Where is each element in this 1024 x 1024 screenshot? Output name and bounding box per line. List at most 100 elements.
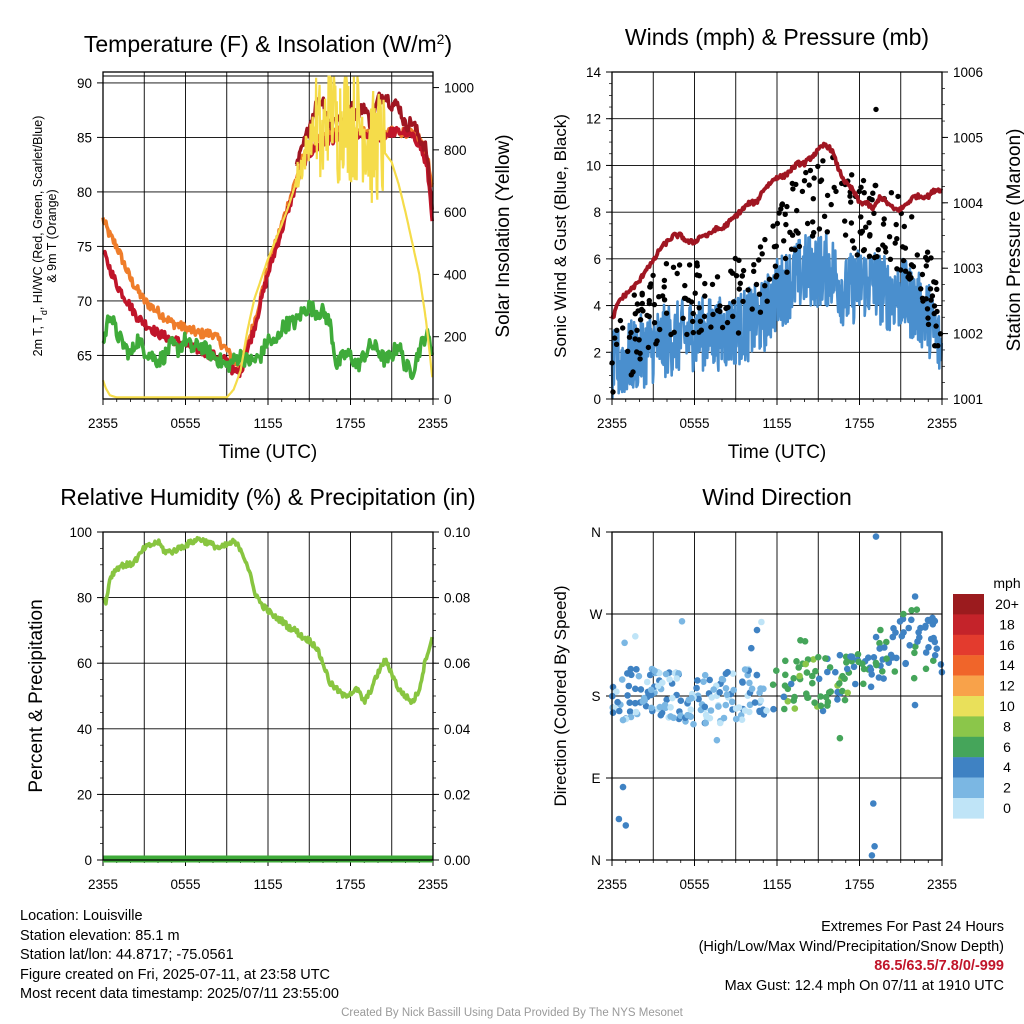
direction-point: [684, 711, 691, 719]
direction-point: [673, 675, 681, 682]
gust-point: [645, 344, 652, 351]
y-tick-label: 75: [77, 239, 92, 254]
legend-swatch: [953, 798, 984, 819]
direction-point: [836, 651, 844, 659]
gust-point: [848, 220, 855, 226]
direction-point: [618, 676, 626, 683]
direction-point: [667, 713, 674, 720]
y-tick-label: 10: [586, 158, 601, 173]
y-tick-label-right: 0.10: [444, 525, 470, 540]
y-axis-label-line1: 2m T, T: [31, 315, 45, 357]
direction-point: [815, 653, 822, 661]
gust-point: [690, 310, 696, 317]
direction-point: [870, 654, 878, 661]
direction-point: [937, 661, 945, 668]
direction-point: [796, 672, 803, 680]
x-tick-label: 1755: [844, 877, 874, 892]
direction-point: [822, 655, 829, 662]
direction-point: [718, 675, 726, 683]
direction-point: [624, 670, 631, 677]
gust-point: [804, 220, 811, 227]
direction-point: [769, 681, 777, 688]
direction-point: [847, 653, 854, 660]
direction-point: [657, 711, 665, 719]
y-tick-label: N: [591, 853, 601, 868]
gust-point: [651, 320, 658, 326]
legend-label: 20+: [995, 596, 1019, 612]
legend-swatch: [953, 757, 984, 778]
direction-point: [751, 699, 759, 706]
gust-point: [810, 219, 816, 225]
gust-point: [925, 315, 931, 321]
series-relative-humidity: [101, 535, 434, 705]
gust-point: [828, 201, 834, 208]
gust-point: [766, 276, 773, 282]
x-tick-label: 0555: [170, 877, 200, 892]
direction-point: [815, 675, 823, 683]
y-tick-label-right: 0.08: [444, 591, 470, 606]
winds-chart: 2355 0555 1155 1755 2355 0 2 4 6 8 10 12 14 1001 1002 1…: [551, 24, 1024, 463]
gust-point: [842, 218, 848, 224]
legend-label: 8: [1003, 718, 1011, 734]
direction-point: [614, 698, 621, 706]
gust-point-max: [873, 106, 879, 113]
direction-point: [802, 660, 809, 668]
gust-point: [762, 283, 768, 289]
gust-point: [686, 262, 693, 268]
direction-point: [860, 680, 867, 688]
x-axis-label: Time (UTC): [728, 442, 827, 463]
gust-point: [773, 243, 779, 249]
direction-point: [669, 694, 676, 702]
gust-point: [848, 199, 854, 205]
station-info: Location: Louisville Station elevation: …: [20, 907, 339, 1005]
direction-point: [715, 703, 722, 710]
direction-point: [746, 701, 754, 709]
y-tick-label-right: 1006: [953, 65, 983, 80]
y-tick-label: 8: [593, 205, 601, 220]
y-tick-label: 14: [586, 65, 602, 80]
gust-point: [625, 348, 631, 354]
gust-point: [783, 221, 789, 228]
y-tick-label-right: 1005: [953, 130, 983, 145]
gust-point: [661, 284, 667, 290]
elevation-text: Station elevation: 85.1 m: [20, 927, 180, 944]
gust-point: [863, 224, 869, 230]
direction-point: [872, 533, 880, 540]
gust-point: [887, 256, 894, 262]
gust-point: [895, 193, 901, 200]
gust-point: [925, 321, 932, 328]
y-tick-label: 2: [593, 345, 601, 360]
y-tick-label: 6: [593, 252, 601, 267]
gust-point: [796, 243, 803, 250]
gust-point: [651, 301, 658, 308]
direction-point: [642, 702, 650, 710]
gust-point: [674, 270, 680, 277]
direction-point: [637, 686, 645, 693]
gust-point: [906, 271, 912, 277]
gust-point: [851, 245, 857, 251]
gust-point: [883, 249, 889, 255]
gust-point: [688, 299, 695, 305]
gust-point: [756, 257, 762, 263]
direction-point: [706, 714, 714, 722]
gust-point: [901, 223, 907, 230]
direction-point: [741, 666, 749, 673]
gust-point: [924, 249, 931, 255]
direction-point: [811, 699, 818, 706]
y-tick-label-right: 1002: [953, 327, 983, 342]
direction-point: [836, 680, 843, 687]
direction-point: [933, 645, 941, 652]
direction-point: [913, 606, 921, 613]
gust-point: [874, 253, 880, 260]
y-tick-label-right: 0.02: [444, 787, 470, 802]
direction-point: [843, 665, 851, 673]
direction-point: [632, 633, 639, 640]
gust-point: [739, 273, 745, 279]
direction-point: [700, 678, 707, 685]
gust-point: [694, 272, 700, 278]
direction-point: [687, 706, 695, 713]
direction-point: [647, 686, 655, 694]
direction-point: [746, 679, 753, 687]
y-axis-label-left: Direction (Colored By Speed): [551, 585, 570, 806]
direction-point: [678, 618, 686, 625]
